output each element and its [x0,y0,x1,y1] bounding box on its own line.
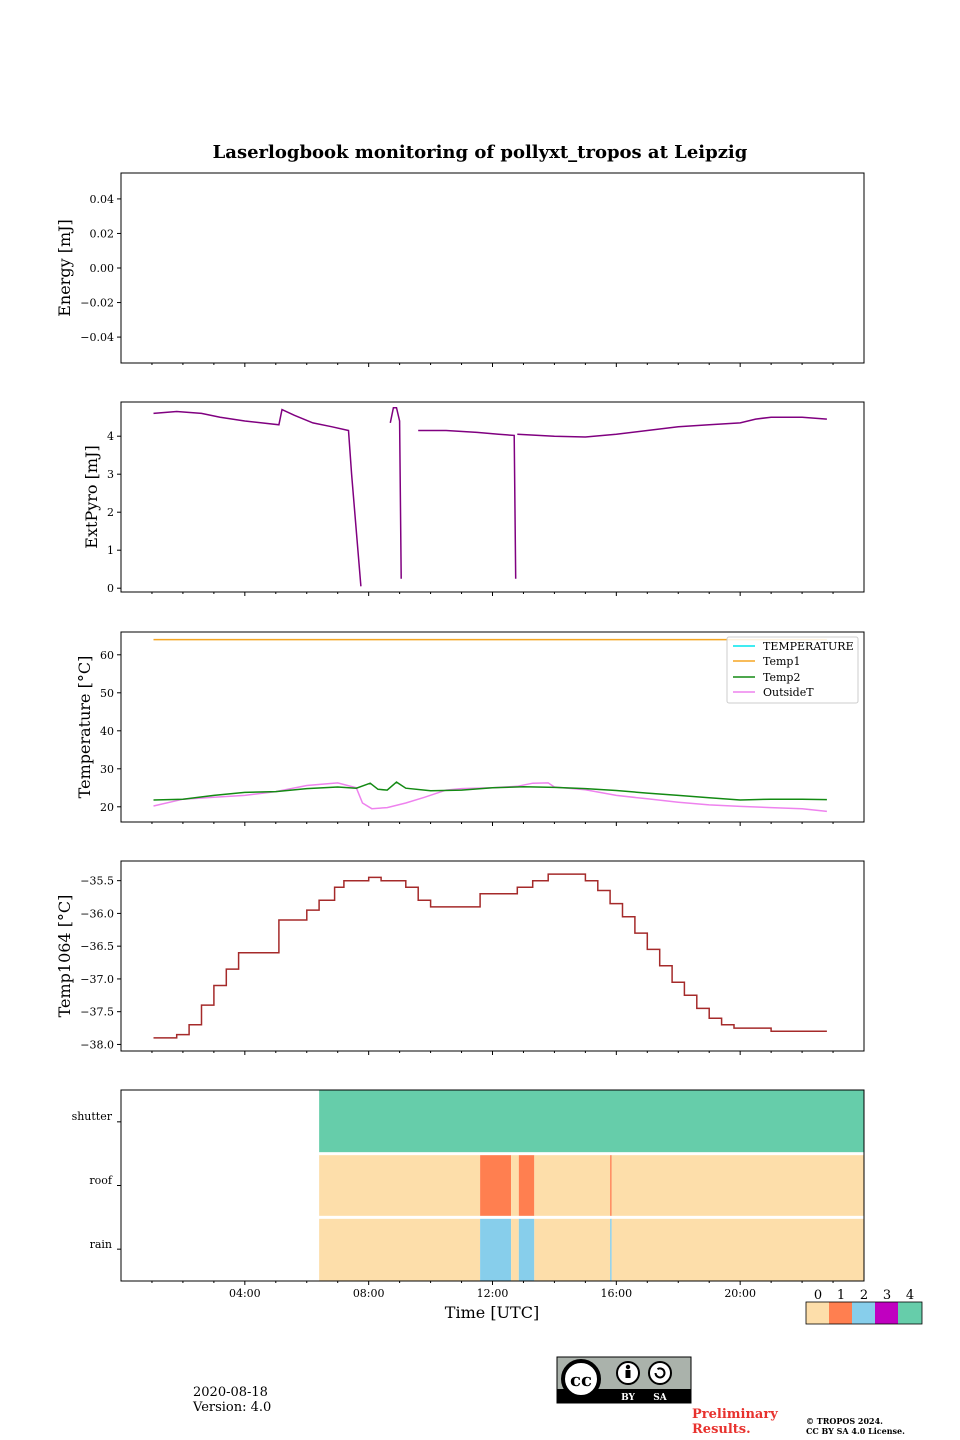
status-row-label-shutter: shutter [72,1110,113,1123]
xtick-label: 16:00 [600,1287,632,1300]
version-label: Version: 4.0 [192,1400,271,1415]
cc-icon [561,1359,601,1399]
date-label: 2020-08-18 [193,1385,268,1400]
colorbar-tick-4: 4 [906,1288,914,1303]
status-row-label-rain: rain [90,1238,112,1251]
status-row-label-roof: roof [89,1174,113,1187]
status-panel: shutter roof rain 04:00 08:00 12:00 16:00 20… [72,1089,865,1322]
copyright-line1: © TROPOS 2024. [806,1416,883,1426]
extpyro-series-line [418,429,517,579]
temp1064-panel: Temp1064 [°C] −35.5 −36.0 −36.5 −37.0 −37.5 −… [55,860,865,1055]
extpyro-series-line [517,416,827,438]
xtick-label: 08:00 [353,1287,385,1300]
x-axis-label: Time [UTC] [445,1303,539,1322]
energy-panel: Energy [mJ] 0.04 0.02 0.00 −0.02 −0.04 [55,172,865,367]
status-cell-rain [518,1218,535,1281]
colorbar-cell-4 [898,1302,922,1324]
status-cell-rain [611,1218,864,1281]
energy-ytick-label: −0.04 [80,331,114,344]
temp1064-ytick-label: −38.0 [80,1038,114,1051]
by-person-body [625,1370,631,1378]
preliminary-line1: Preliminary [692,1407,778,1422]
badge-by-label: BY [621,1393,635,1403]
colorbar-cell-1 [829,1302,852,1324]
status-cell-roof [319,1155,481,1216]
status-cell-roof [480,1155,512,1216]
sa-share-icon [648,1361,672,1385]
badge-sa-label: SA [653,1393,667,1403]
colorbar-tick-1: 1 [837,1288,845,1303]
energy-ytick-label: 0.04 [90,193,115,206]
temperature-legend: TEMPERATURE Temp1 Temp2 OutsideT [726,636,859,704]
cc-icon-text: cc [570,1370,592,1391]
status-cell-rain [511,1218,519,1281]
temp1064-ytick-label: −36.0 [80,907,114,920]
cc-by-sa-badge: cc BY SA [556,1356,692,1404]
temp1064-ytick-label: −36.5 [80,940,114,953]
status-colorbar: 0 1 2 3 4 [805,1288,923,1325]
extpyro-ytick-label: 2 [107,506,114,519]
legend-label-temp1: Temp1 [763,655,800,668]
status-cell-roof [610,1155,612,1216]
extpyro-ytick-label: 0 [107,582,114,595]
temp1064-series-line [153,873,827,1039]
legend-label-temp2: Temp2 [763,671,800,684]
by-person-head [625,1364,631,1370]
legend-label-outsidet: OutsideT [763,686,814,699]
colorbar-tick-3: 3 [883,1288,891,1303]
energy-plot-frame [120,172,865,364]
status-cell-roof [511,1155,519,1216]
extpyro-panel: ExtPyro [mJ] 0 1 2 3 4 [82,401,865,596]
temp1064-ytick-label: −37.5 [80,1006,114,1019]
colorbar-tick-0: 0 [814,1288,822,1303]
copyright-line2: CC BY SA 4.0 License. [806,1426,905,1436]
status-cell-rain [480,1218,512,1281]
status-cell-rain [319,1218,481,1281]
xtick-label: 12:00 [477,1287,509,1300]
extpyro-ytick-label: 3 [107,468,114,481]
legend-frame [726,636,859,704]
temp1064-ytick-label: −35.5 [80,875,114,888]
temperature-panel: Temperature [°C] 20 30 40 50 60 TEMPERATURE … [75,631,865,826]
colorbar-frame [805,1301,923,1325]
temperature-ylabel: Temperature [°C] [75,656,94,799]
chart-title: Laserlogbook monitoring of pollyxt_tropo… [213,142,748,163]
energy-ytick-label: 0.02 [90,227,115,240]
temperature-ytick-label: 50 [100,687,114,700]
extpyro-ytick-label: 1 [107,544,114,557]
colorbar-tick-2: 2 [860,1288,868,1303]
temperature-ytick-label: 20 [100,801,114,814]
status-cell-rain [610,1218,612,1281]
extpyro-series-line [389,406,402,579]
temp1064-ylabel: Temp1064 [°C] [55,895,74,1018]
sa-arrow-icon [654,1367,666,1379]
energy-ytick-label: 0.00 [90,262,115,275]
extpyro-plot-frame [120,401,865,593]
preliminary-line2: Results. [692,1422,751,1437]
status-cell-rain [534,1218,611,1281]
colorbar-cell-0 [806,1302,829,1324]
series-line-outsidet [153,782,827,813]
energy-ylabel: Energy [mJ] [55,219,74,317]
energy-ytick-label: −0.02 [80,297,114,310]
status-cell-roof [518,1155,535,1216]
temp1064-ytick-label: −37.0 [80,973,114,986]
extpyro-series-line [153,408,362,587]
temperature-ytick-label: 40 [100,725,114,738]
xtick-label: 04:00 [229,1287,261,1300]
temperature-ytick-label: 60 [100,649,114,662]
series-line-temp2 [153,781,827,801]
xtick-label: 20:00 [724,1287,756,1300]
legend-label-temperature: TEMPERATURE [763,640,854,653]
colorbar-cell-3 [875,1302,898,1324]
colorbar-cell-2 [852,1302,875,1324]
status-cell-roof [534,1155,611,1216]
status-cell-roof [611,1155,864,1216]
temp1064-plot-frame [120,860,865,1052]
status-cell-shutter [319,1090,865,1153]
temperature-ytick-label: 30 [100,763,114,776]
extpyro-ylabel: ExtPyro [mJ] [82,445,101,548]
extpyro-ytick-label: 4 [107,430,114,443]
